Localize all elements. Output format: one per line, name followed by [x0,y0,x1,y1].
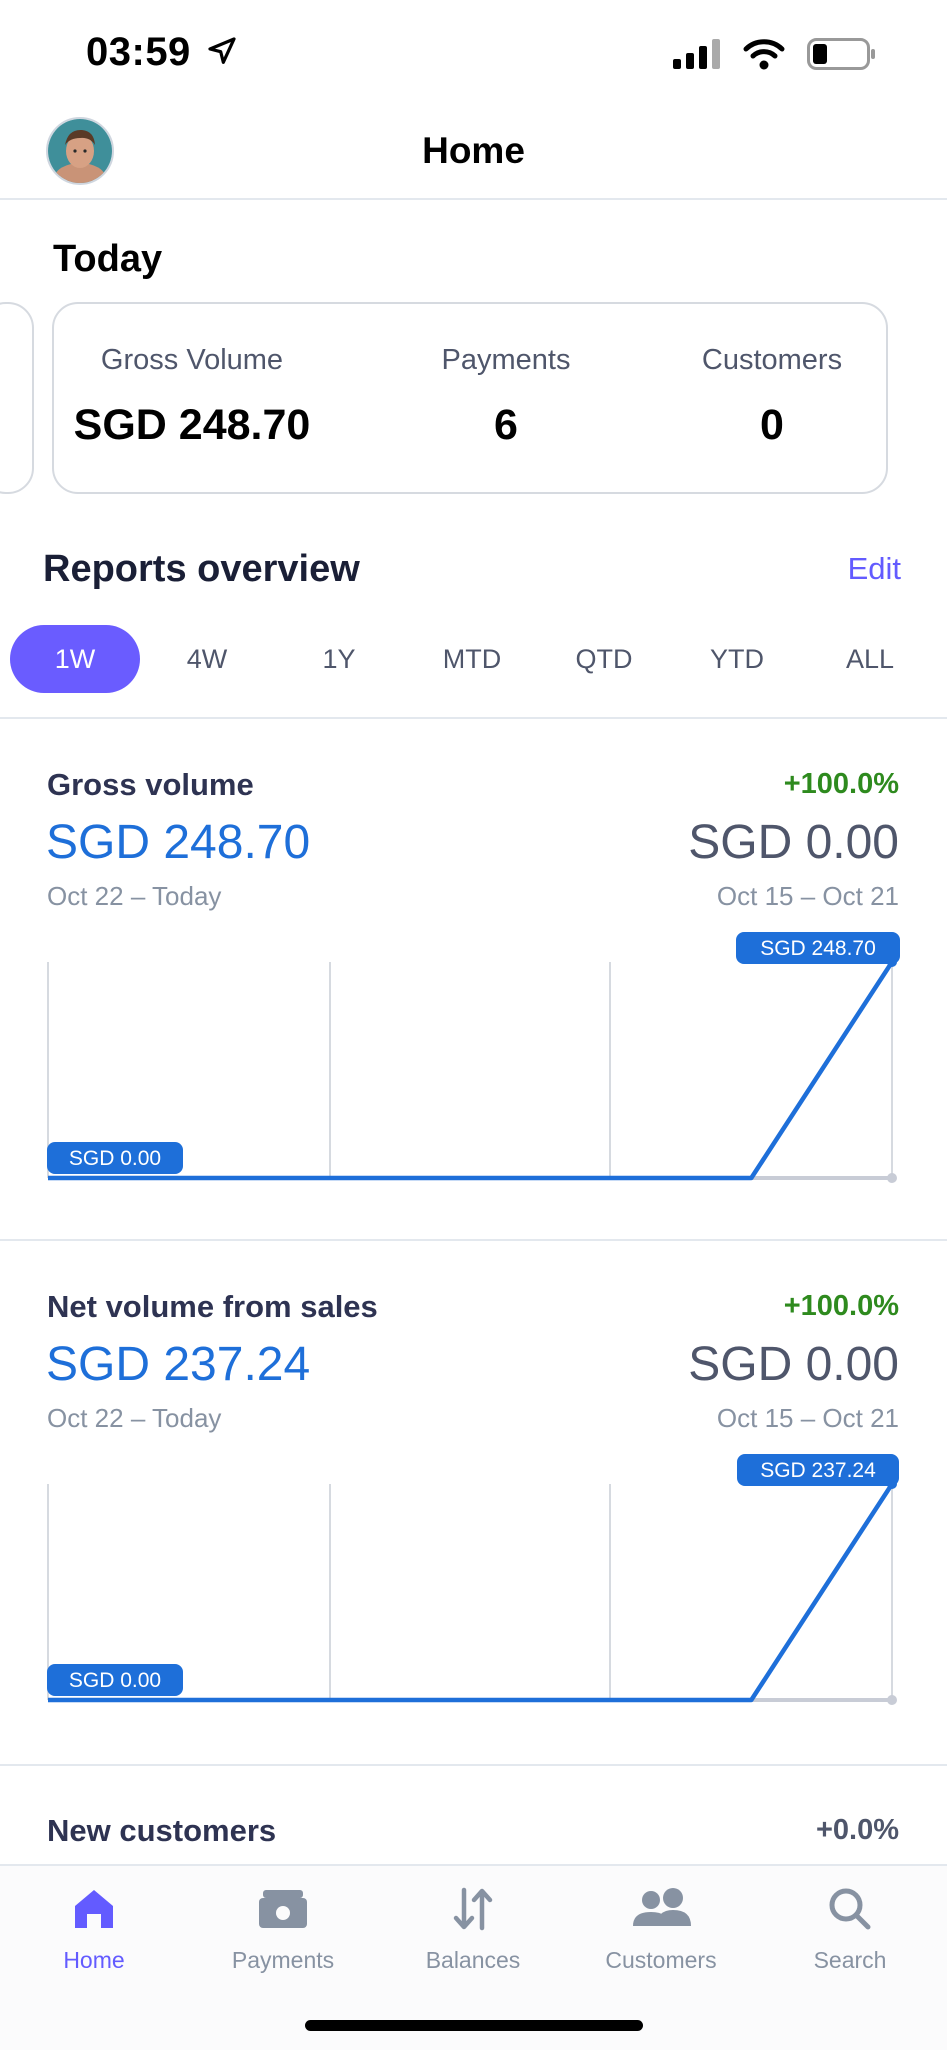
battery-icon [807,38,875,70]
new-customers-title[interactable]: New customers [47,1813,277,1848]
current-period-line [48,960,894,1181]
stat-label: Customers [701,344,843,376]
net-volume-value: SGD 237.24 [46,1338,311,1391]
stat-payments: Payments 6 [406,344,606,450]
tab-1w[interactable]: 1W [10,625,140,693]
max-value-label: SGD 248.70 [736,932,900,964]
customers-icon [633,1888,691,1926]
home-indicator[interactable] [305,2020,643,2031]
tab-customers[interactable]: Customers [586,1886,736,1974]
max-value-text: SGD 237.24 [760,1459,876,1482]
new-customers-change: +0.0% [815,1814,899,1846]
previous-end-point [887,1695,897,1705]
gross-volume-range: Oct 22 – Today [47,881,222,911]
net-volume-previous-value: SGD 0.00 [688,1338,899,1391]
gross-volume-section[interactable]: Gross volume +100.0% SGD 248.70 SGD 0.00… [0,717,947,1239]
payments-icon [259,1890,307,1928]
tab-label: Home [63,1947,125,1973]
max-value-text: SGD 248.70 [760,937,876,960]
home-icon [75,1890,113,1928]
page-title: Home [422,130,525,171]
balances-icon [453,1887,493,1931]
tab-mtd[interactable]: MTD [442,644,502,674]
period-tabs: 1W 4W 1Y MTD QTD YTD ALL [10,625,940,693]
current-period-line [48,1482,894,1703]
tab-label: Balances [425,1947,521,1973]
status-indicators [673,38,877,70]
nav-divider [0,198,947,200]
stat-label: Gross Volume [100,344,284,376]
previous-end-point [887,1173,897,1183]
today-summary-card[interactable]: Gross Volume SGD 248.70 Payments 6 Custo… [52,302,888,494]
search-icon [829,1888,871,1930]
net-volume-range: Oct 22 – Today [47,1403,222,1433]
tab-home[interactable]: Home [19,1886,169,1974]
tabs-divider [0,717,947,719]
min-value-text: SGD 0.00 [69,1669,161,1692]
stat-value: 0 [760,401,784,449]
tab-4w[interactable]: 4W [186,644,228,674]
net-volume-section[interactable]: Net volume from sales +100.0% SGD 237.24… [0,1241,947,1763]
net-volume-title: Net volume from sales [47,1289,378,1324]
min-value-label: SGD 0.00 [47,1664,183,1696]
stat-value: SGD 248.70 [73,401,311,449]
tab-1y[interactable]: 1Y [322,644,356,674]
stat-gross-volume: Gross Volume SGD 248.70 [72,344,312,450]
wifi-icon [743,39,785,70]
chart-gridlines [47,962,893,1178]
tab-payments[interactable]: Payments [208,1886,358,1974]
gross-volume-previous-range: Oct 15 – Oct 21 [716,881,899,911]
gross-volume-chart: SGD 248.70 SGD 0.00 [47,932,900,1183]
tab-all[interactable]: ALL [845,644,895,674]
tab-ytd[interactable]: YTD [710,644,764,674]
stat-label: Payments [441,344,571,376]
tab-label: Payments [231,1947,335,1973]
tab-balances[interactable]: Balances [398,1886,548,1974]
tab-label: Customers [605,1947,717,1973]
avatar-portrait-icon [48,119,112,183]
gross-volume-change: +100.0% [783,768,899,800]
chart-gridlines [47,1484,893,1700]
net-volume-previous-range: Oct 15 – Oct 21 [716,1403,899,1433]
status-time-text: 03:59 [86,30,191,74]
tab-qtd[interactable]: QTD [575,644,633,674]
previous-summary-card[interactable] [0,302,34,494]
edit-reports-link[interactable]: Edit [847,551,901,586]
section-divider [0,1764,947,1766]
tab-search[interactable]: Search [775,1886,925,1974]
today-title: Today [53,238,163,280]
min-value-label: SGD 0.00 [47,1142,183,1174]
gross-volume-previous-value: SGD 0.00 [688,816,899,869]
min-value-text: SGD 0.00 [69,1147,161,1170]
reports-overview-title: Reports overview [43,548,360,590]
status-time: 03:59 [86,30,238,75]
bottom-tab-bar: Home Payments Balances Customers Search [0,1864,947,2050]
location-arrow-icon [208,37,237,64]
stat-value: 6 [494,401,518,449]
section-divider [0,1239,947,1241]
max-value-label: SGD 237.24 [737,1454,899,1486]
avatar[interactable] [46,117,114,185]
net-volume-chart: SGD 237.24 SGD 0.00 [47,1454,899,1705]
stat-customers: Customers 0 [672,344,872,450]
gross-volume-value: SGD 248.70 [46,816,311,869]
cellular-signal-icon [673,39,720,69]
gross-volume-title: Gross volume [47,767,254,802]
net-volume-change: +100.0% [783,1290,899,1322]
tab-label: Search [813,1947,887,1973]
